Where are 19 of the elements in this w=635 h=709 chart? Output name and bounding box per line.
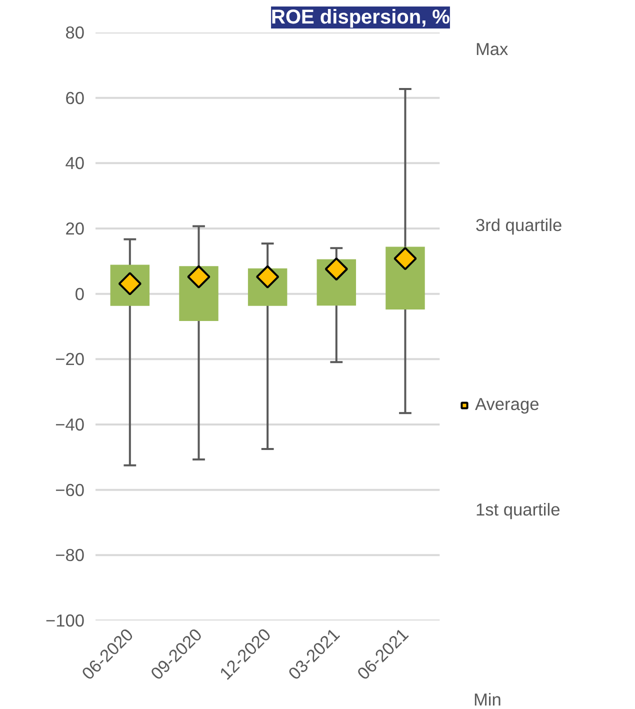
y-tick-label: 60 — [65, 88, 85, 108]
text: Min — [474, 690, 502, 709]
y-tick-label: −80 — [55, 545, 85, 566]
y-tick-label: −20 — [55, 349, 85, 370]
point — [187, 265, 210, 288]
y-tick-label: 20 — [65, 218, 85, 238]
text: 3rd quartile — [475, 215, 562, 236]
text: Max — [475, 38, 509, 59]
y-tick-label: 80 — [65, 22, 85, 42]
point — [324, 257, 348, 281]
y-tick-label: −40 — [55, 414, 85, 434]
y-tick-label: 0 — [74, 284, 85, 304]
legend-label: Average — [475, 394, 540, 415]
chart-title: ROE dispersion, % — [271, 6, 450, 28]
text: 1st quartile — [475, 499, 560, 520]
y-tick-label: −100 — [45, 610, 84, 630]
y-tick-label: −60 — [55, 480, 85, 500]
y-tick-label: 40 — [65, 153, 85, 174]
point — [394, 246, 417, 270]
